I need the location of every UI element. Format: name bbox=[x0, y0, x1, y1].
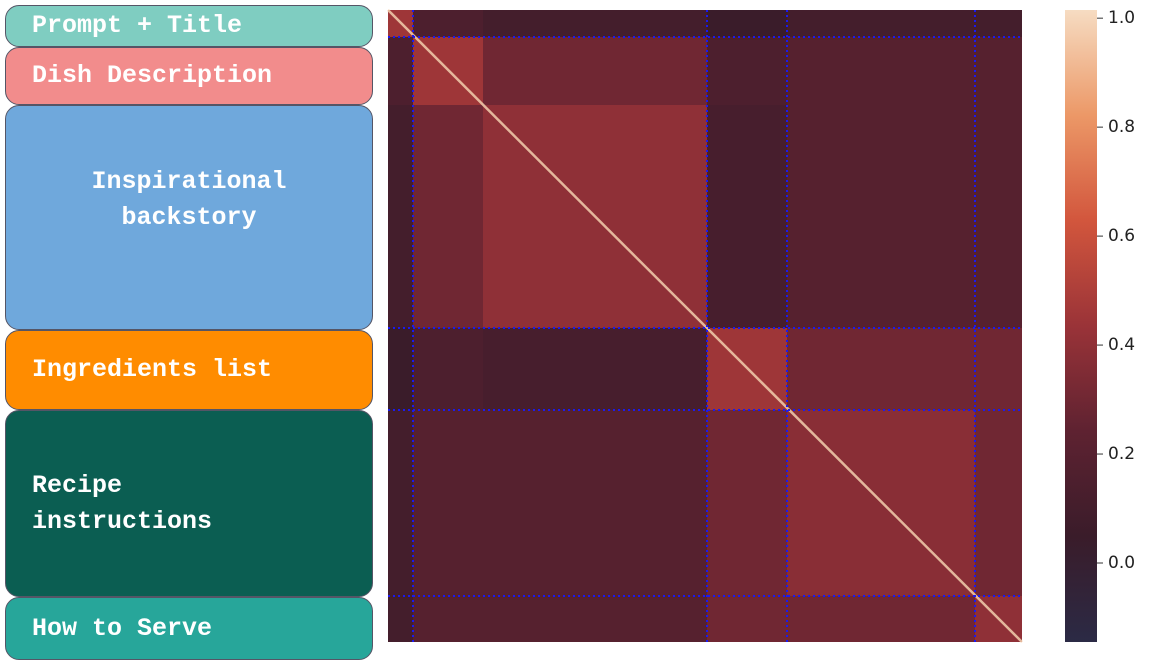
heatmap-cell bbox=[707, 596, 787, 642]
heatmap-cell bbox=[707, 410, 787, 596]
colorbar bbox=[1065, 10, 1097, 642]
heatmap-cell bbox=[707, 10, 787, 37]
heatmap-cell bbox=[975, 105, 1022, 328]
heatmap-cell bbox=[975, 328, 1022, 410]
heatmap-cell bbox=[483, 10, 707, 37]
heatmap-cell bbox=[787, 328, 975, 410]
heatmap-cell bbox=[787, 105, 975, 328]
heatmap-cell bbox=[388, 410, 413, 596]
colorbar-tick-label: 0.4 bbox=[1108, 335, 1135, 355]
heatmap-cell bbox=[413, 10, 483, 37]
heatmap-cell bbox=[413, 105, 483, 328]
diagonal bbox=[387, 9, 1023, 643]
heatmap-cell bbox=[388, 105, 413, 328]
section-label: Dish Description bbox=[5, 47, 373, 105]
heatmap-cell bbox=[388, 596, 413, 642]
heatmap-cell bbox=[483, 410, 707, 596]
heatmap-cell bbox=[787, 10, 975, 37]
heatmap-cell bbox=[483, 596, 707, 642]
colorbar-tick-label: 0.2 bbox=[1108, 444, 1135, 464]
section-label: Recipe instructions bbox=[5, 410, 373, 597]
heatmap-cell bbox=[483, 37, 707, 105]
heatmap-cell bbox=[975, 37, 1022, 105]
heatmap-cell bbox=[975, 10, 1022, 37]
heatmap-cell bbox=[787, 596, 975, 642]
heatmap-cell bbox=[707, 105, 787, 328]
heatmap-cell bbox=[787, 37, 975, 105]
section-label: Inspirational backstory bbox=[5, 105, 373, 330]
section-label: Ingredients list bbox=[5, 330, 373, 410]
heatmap-cell bbox=[388, 328, 413, 410]
heatmap-cell bbox=[975, 410, 1022, 596]
heatmap-cell bbox=[413, 596, 483, 642]
heatmap-cell bbox=[483, 328, 707, 410]
colorbar-tick-label: 1.0 bbox=[1108, 8, 1135, 28]
heatmap-cell bbox=[388, 37, 413, 105]
section-label: How to Serve bbox=[5, 597, 373, 660]
colorbar-tick-label: 0.6 bbox=[1108, 226, 1135, 246]
heatmap-cell bbox=[707, 37, 787, 105]
heatmap-cell bbox=[413, 410, 483, 596]
colorbar-tick-label: 0.0 bbox=[1108, 553, 1135, 573]
section-label: Prompt + Title bbox=[5, 5, 373, 47]
heatmap-cell bbox=[413, 328, 483, 410]
colorbar-tick-label: 0.8 bbox=[1108, 117, 1135, 137]
